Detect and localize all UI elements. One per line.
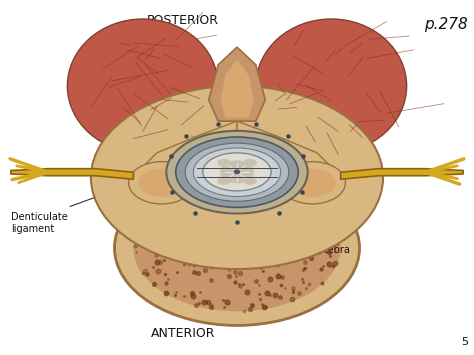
Ellipse shape [128, 162, 195, 204]
Circle shape [234, 169, 240, 174]
Ellipse shape [166, 131, 308, 214]
Ellipse shape [256, 19, 407, 153]
Text: Denticulate
ligament: Denticulate ligament [11, 212, 68, 235]
Text: 5: 5 [461, 337, 468, 346]
Ellipse shape [244, 159, 257, 166]
Polygon shape [11, 169, 133, 179]
Text: ANTERIOR: ANTERIOR [151, 327, 215, 340]
Ellipse shape [115, 170, 359, 326]
Ellipse shape [133, 185, 341, 311]
Polygon shape [220, 60, 254, 118]
Ellipse shape [185, 143, 289, 201]
Ellipse shape [176, 137, 298, 207]
Ellipse shape [244, 177, 257, 185]
Ellipse shape [217, 159, 230, 166]
Ellipse shape [91, 86, 383, 269]
Text: POSTERIOR: POSTERIOR [147, 14, 219, 27]
Ellipse shape [279, 162, 346, 204]
Ellipse shape [289, 169, 336, 197]
Ellipse shape [138, 169, 185, 197]
Ellipse shape [166, 130, 308, 214]
Text: p.278: p.278 [424, 17, 468, 32]
Ellipse shape [203, 153, 271, 191]
Polygon shape [209, 47, 265, 121]
Ellipse shape [217, 177, 230, 185]
Text: Spinous process
of vertebra: Spinous process of vertebra [284, 38, 364, 60]
Polygon shape [341, 169, 463, 179]
Ellipse shape [220, 160, 254, 183]
Ellipse shape [193, 148, 281, 197]
Polygon shape [237, 121, 331, 178]
Ellipse shape [67, 19, 218, 153]
Text: Body of vertebra: Body of vertebra [268, 245, 349, 255]
Polygon shape [143, 121, 237, 178]
